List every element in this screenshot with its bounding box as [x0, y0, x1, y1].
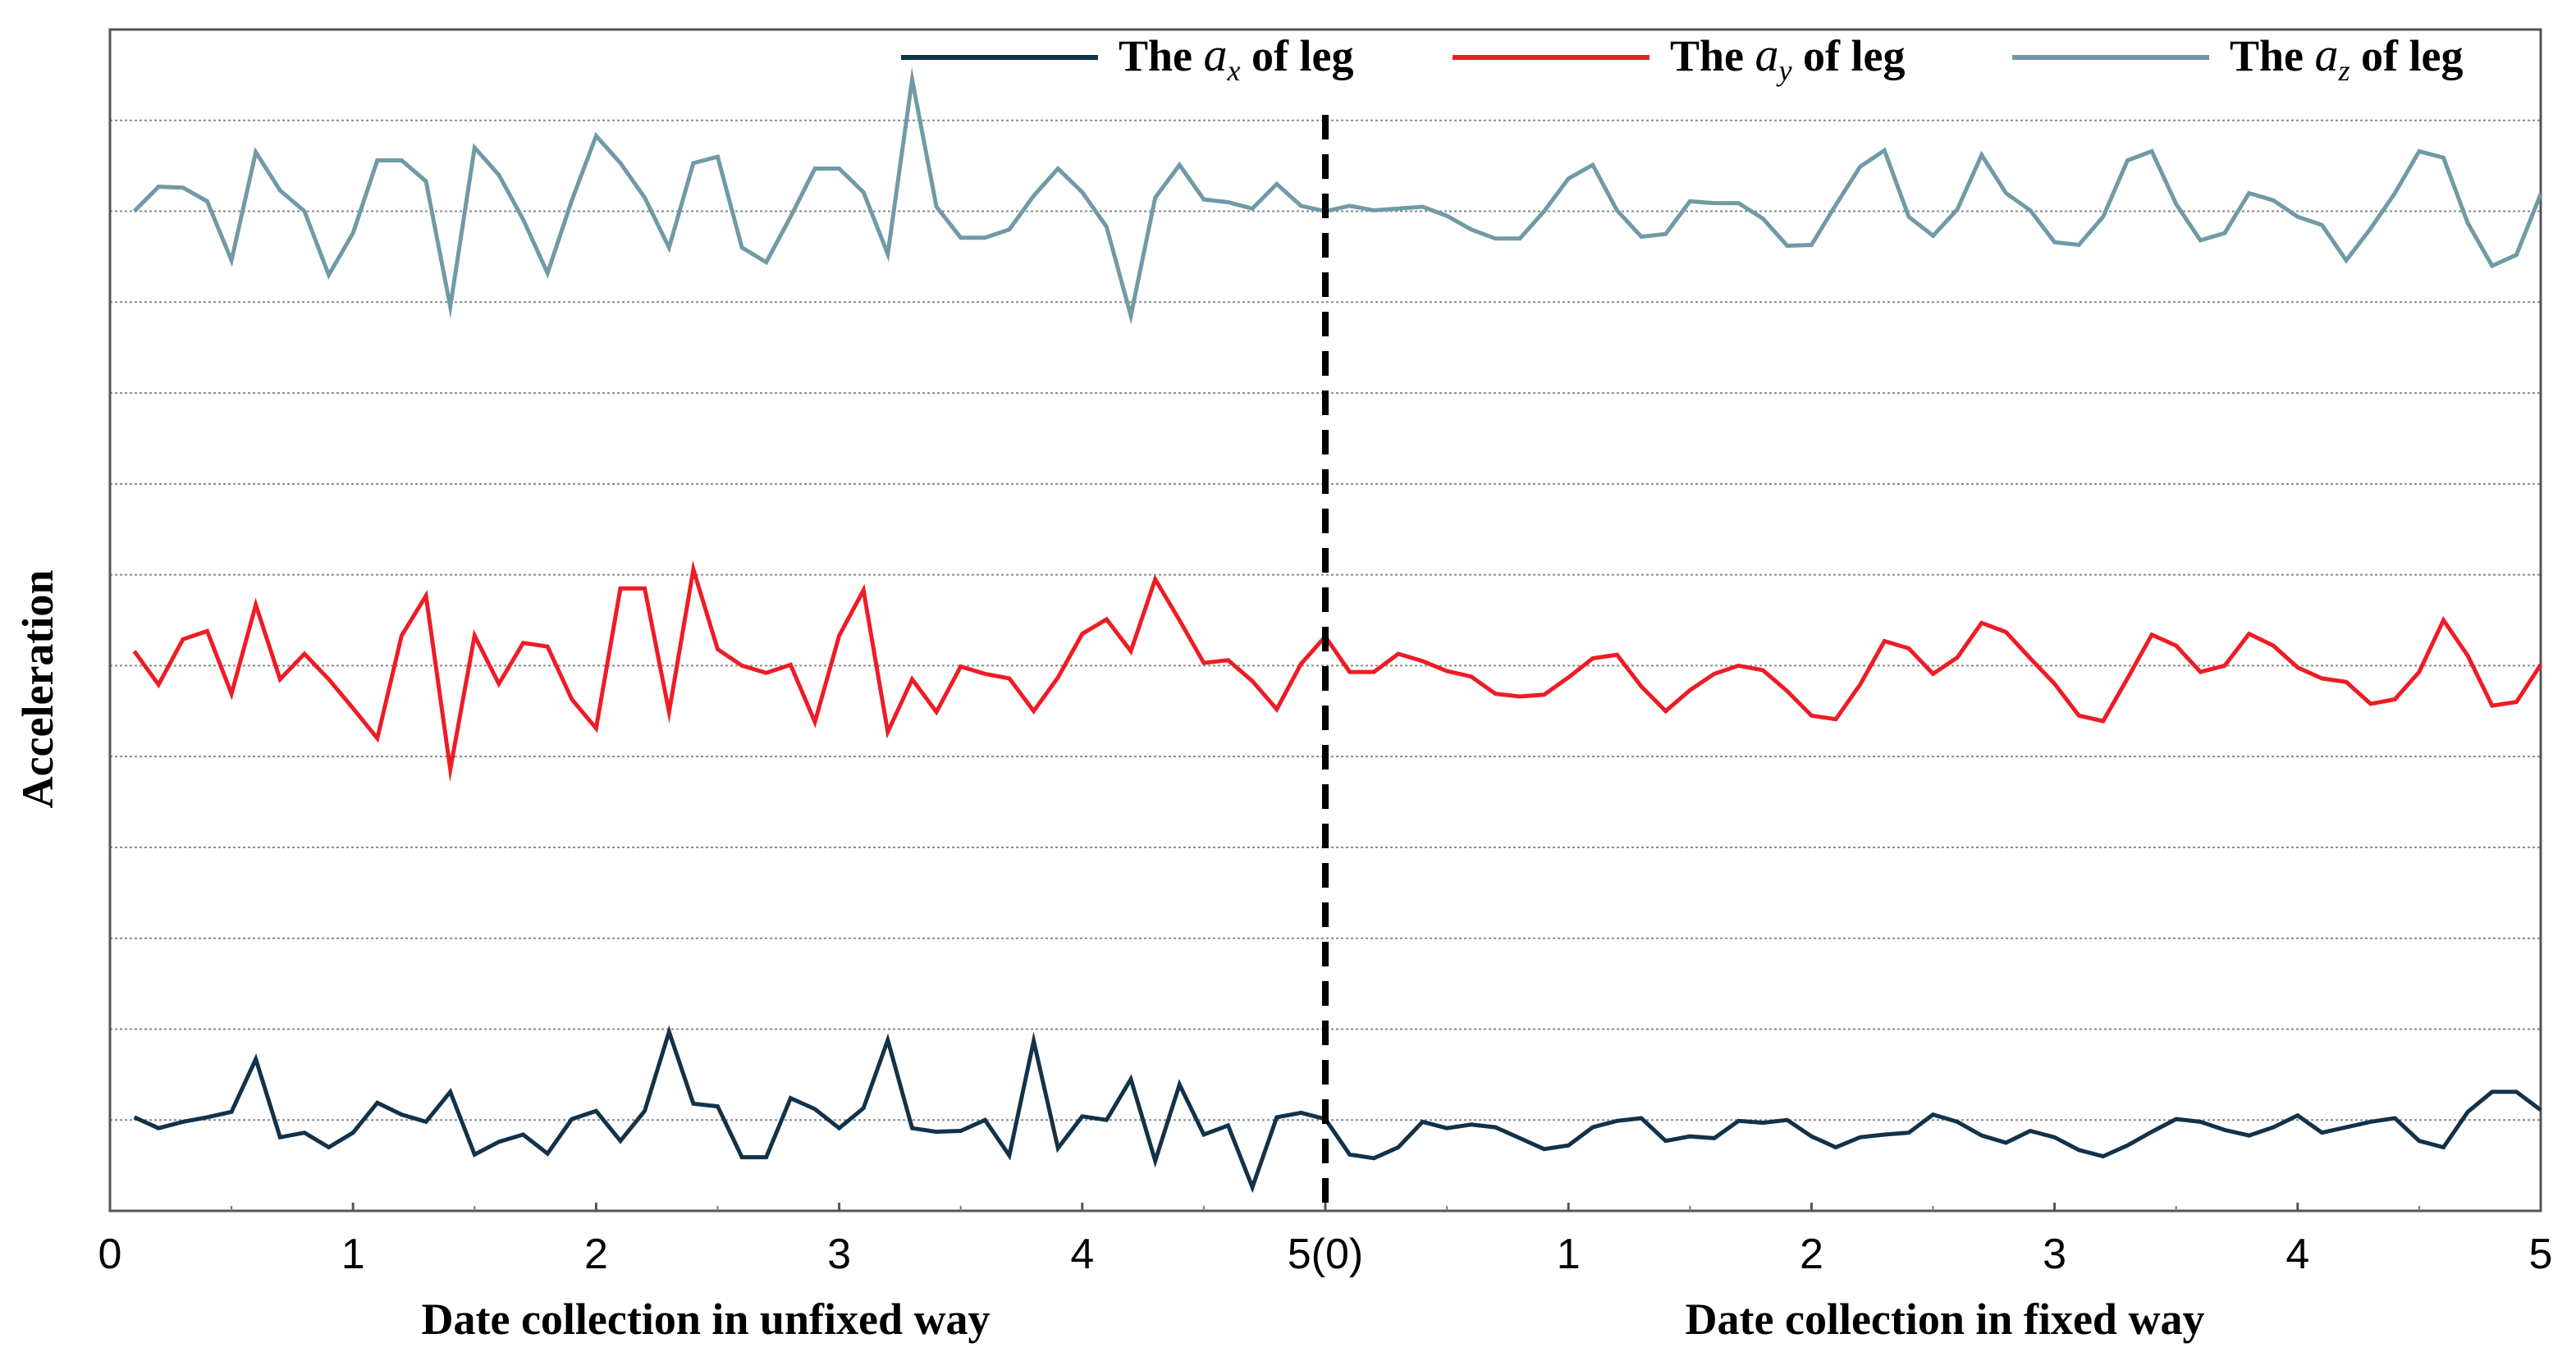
- series-line-y: [132, 560, 2543, 783]
- x-tick-label-7: 2: [1800, 1231, 1823, 1278]
- x-tick-label-9: 4: [2285, 1231, 2309, 1278]
- legend-label-z: The az of leg: [2230, 28, 2464, 87]
- x-tick-label-10: 5: [2529, 1231, 2553, 1278]
- x-axis-title-right: Date collection in fixed way: [1686, 1295, 2205, 1344]
- x-tick-label-8: 3: [2043, 1231, 2066, 1278]
- x-tick-label-4: 4: [1070, 1231, 1094, 1278]
- legend-label-y: The ay of leg: [1670, 28, 1905, 87]
- x-tick-label-1: 1: [341, 1231, 365, 1278]
- legend: The ax of leg The ay of leg The az of leg: [901, 28, 2464, 87]
- x-tick-label-6: 1: [1557, 1231, 1581, 1278]
- x-tick-label-3: 3: [827, 1231, 851, 1278]
- x-tick-labels: 0 1 2 3 4 5(0) 1 2 3 4 5: [98, 1231, 2553, 1278]
- x-tick-label-5: 5(0): [1288, 1231, 1363, 1278]
- series-lines: [132, 66, 2543, 1194]
- x-axis-title-left: Date collection in unfixed way: [422, 1295, 991, 1344]
- x-tick-label-2: 2: [584, 1231, 608, 1278]
- gridlines: [110, 119, 2541, 1121]
- x-tick-marks: [108, 1203, 2542, 1211]
- series-line-z: [132, 66, 2543, 325]
- legend-label-x: The ax of leg: [1119, 28, 1353, 87]
- y-axis-title: Acceleration: [13, 570, 62, 809]
- series-line-x: [133, 1025, 2542, 1194]
- x-tick-label-0: 0: [98, 1231, 122, 1278]
